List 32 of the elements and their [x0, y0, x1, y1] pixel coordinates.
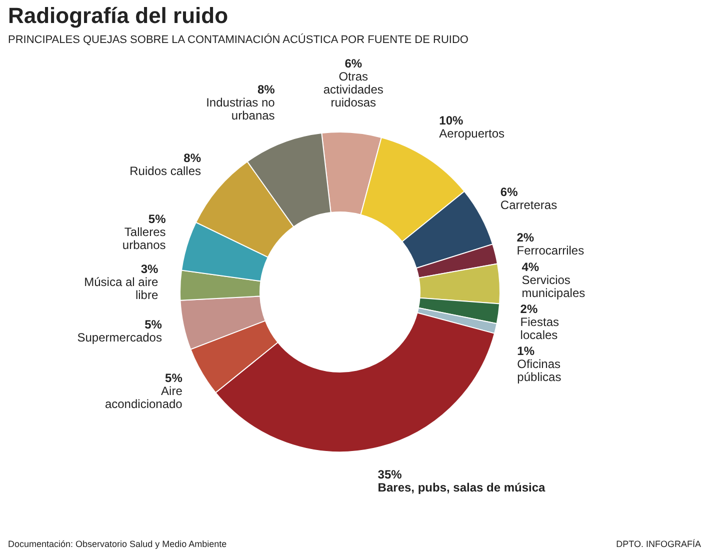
slice-label: Ferrocarriles: [516, 244, 584, 258]
data-label: 1%: [517, 344, 535, 358]
slice-label: Aire acondicionado: [104, 384, 183, 412]
slice-label: Bares, pubs, salas de música: [378, 480, 546, 495]
slice-label: Aeropuertos: [439, 126, 505, 140]
slice-label: Carreteras: [500, 198, 558, 212]
slice-label: Industrias no urbanas: [206, 95, 276, 122]
chart-title: Radiografía del ruido: [8, 3, 228, 28]
slice-label: Supermercados: [77, 330, 162, 345]
data-label: 5%: [144, 318, 162, 332]
text: DPTO. INFOGRAFÍA: [616, 539, 701, 549]
data-label: 2%: [520, 302, 538, 316]
data-label: 35%: [378, 468, 402, 482]
data-label: 8%: [184, 151, 202, 166]
slice-label: Música al aire libre: [84, 275, 158, 302]
slice-label: Oficinas públicas: [517, 356, 562, 384]
text: Documentación: Observatorio Salud y Medio Ambiente: [8, 539, 227, 549]
data-label: 3%: [140, 262, 158, 276]
data-label: 6%: [344, 56, 362, 71]
slice-label: Ruidos calles: [130, 164, 202, 178]
data-label: 5%: [165, 371, 183, 386]
data-label: 10%: [439, 113, 464, 128]
slice-label: Otras actividades ruidosas: [323, 70, 384, 110]
data-label: 4%: [522, 260, 540, 274]
data-label: 8%: [257, 82, 276, 96]
slice-label: Talleres urbanos: [122, 225, 166, 252]
slice-label: Servicios municipales: [522, 272, 586, 300]
slice-label: Fiestas locales: [520, 314, 559, 342]
data-label: 5%: [148, 212, 166, 226]
chart-subtitle: PRINCIPALES QUEJAS SOBRE LA CONTAMINACIÓN ACÚSTICA POR FUENTE DE RUIDO: [8, 33, 469, 46]
data-label: 6%: [500, 184, 518, 199]
data-label: 2%: [516, 230, 534, 245]
